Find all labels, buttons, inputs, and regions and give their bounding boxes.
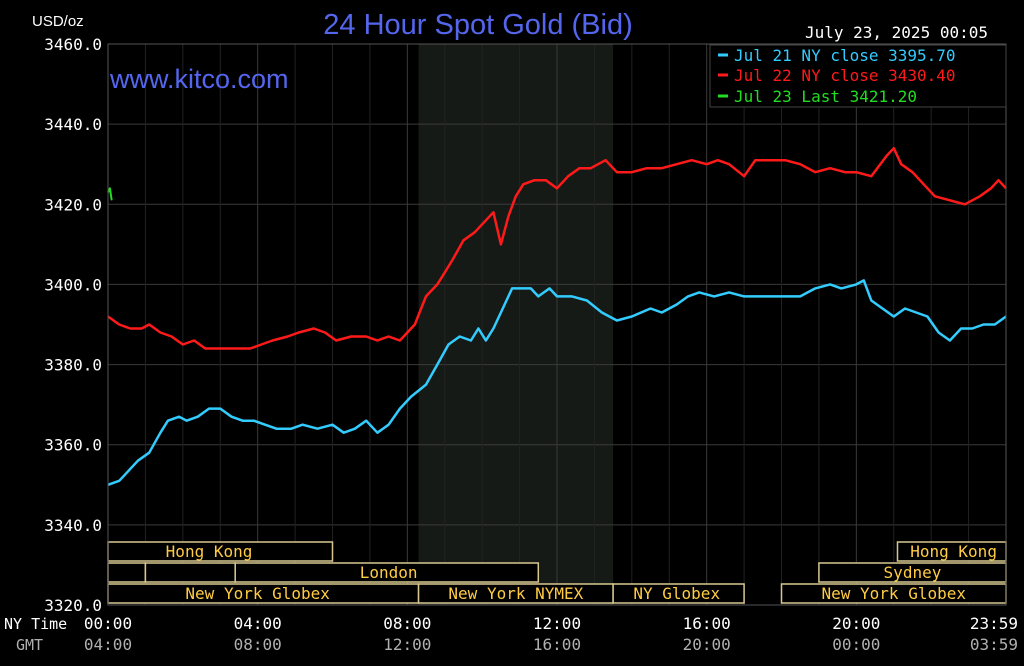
timestamp: July 23, 2025 00:05	[805, 23, 988, 42]
session-box	[612, 583, 745, 604]
x-tick-label-gmt: 03:59	[970, 635, 1018, 654]
session-box	[144, 562, 236, 583]
y-tick-label: 3420.0	[44, 195, 102, 214]
x-row-label-gmt: GMT	[16, 636, 43, 654]
legend-box	[709, 44, 1007, 108]
y-tick-label: 3320.0	[44, 596, 102, 615]
session-bar: New York NYMEX	[417, 583, 614, 604]
y-tick-label: 3340.0	[44, 516, 102, 535]
session-label: New York Globex	[822, 584, 967, 603]
chart-title: 24 Hour Spot Gold (Bid)	[323, 9, 632, 41]
session-bar: London	[234, 562, 540, 583]
session-bar: New York Globex	[780, 583, 1007, 604]
session-bar: Hong Kong	[896, 541, 1007, 562]
session-box	[107, 562, 147, 583]
session-label: New York NYMEX	[448, 584, 583, 603]
axes: 3460.0 3440.0 3420.0 3400.0 3380.0 3360.0 3340…	[44, 35, 1018, 654]
shaded-session-band	[418, 44, 614, 605]
x-tick-label-ny: 08:00	[383, 614, 431, 633]
session-label: Sydney	[884, 563, 942, 582]
legend-entry-jul22: Jul 22 NY close 3430.40	[718, 66, 956, 85]
x-tick-label-ny: 12:00	[533, 614, 581, 633]
legend: Jul 21 NY close 3395.70 Jul 22 NY close …	[709, 44, 1007, 108]
session-label: Hong Kong	[166, 542, 253, 561]
y-tick-label: 3380.0	[44, 356, 102, 375]
session-bar	[107, 562, 147, 583]
session-label: NY Globex	[633, 584, 720, 603]
y-tick-label: 3440.0	[44, 115, 102, 134]
x-tick-label-gmt: 08:00	[234, 635, 282, 654]
session-bar	[144, 562, 236, 583]
nymex-session-shading	[418, 44, 614, 605]
x-tick-label-ny: 00:00	[84, 614, 132, 633]
x-tick-label-gmt: 12:00	[383, 635, 431, 654]
x-tick-label-ny: 04:00	[234, 614, 282, 633]
x-row-label-ny: NY Time	[4, 615, 67, 633]
x-tick-label-gmt: 04:00	[84, 635, 132, 654]
y-tick-label: 3360.0	[44, 436, 102, 455]
session-bar: Sydney	[818, 562, 1007, 583]
x-tick-label-ny: 20:00	[832, 614, 880, 633]
y-tick-label: 3460.0	[44, 35, 102, 54]
y-tick-label: 3400.0	[44, 275, 102, 294]
session-label: London	[360, 563, 418, 582]
legend-label-jul22: Jul 22 NY close 3430.40	[734, 66, 956, 85]
series-line-2	[107, 187, 113, 201]
session-label: New York Globex	[185, 584, 330, 603]
x-tick-label-ny: 23:59	[970, 614, 1018, 633]
session-box	[234, 562, 540, 583]
watermark: www.kitco.com	[109, 64, 289, 94]
session-bar: NY Globex	[612, 583, 745, 604]
price-series	[107, 146, 1007, 486]
series-line-0	[107, 279, 1007, 486]
legend-label-jul21: Jul 21 NY close 3395.70	[734, 46, 956, 65]
legend-entry-jul23: Jul 23 Last 3421.20	[718, 87, 917, 106]
session-bar: New York Globex	[107, 583, 420, 604]
series-line-1	[107, 146, 1007, 350]
legend-entry-jul21: Jul 21 NY close 3395.70	[718, 46, 956, 65]
unit-label: USD/oz	[32, 13, 84, 30]
x-tick-label-gmt: 00:00	[832, 635, 880, 654]
x-tick-label-gmt: 20:00	[683, 635, 731, 654]
x-tick-label-gmt: 16:00	[533, 635, 581, 654]
plot-frame	[107, 43, 1007, 606]
session-bar: Hong Kong	[107, 541, 334, 562]
x-tick-label-ny: 16:00	[683, 614, 731, 633]
legend-label-jul23: Jul 23 Last 3421.20	[734, 87, 917, 106]
session-label: Hong Kong	[910, 542, 997, 561]
